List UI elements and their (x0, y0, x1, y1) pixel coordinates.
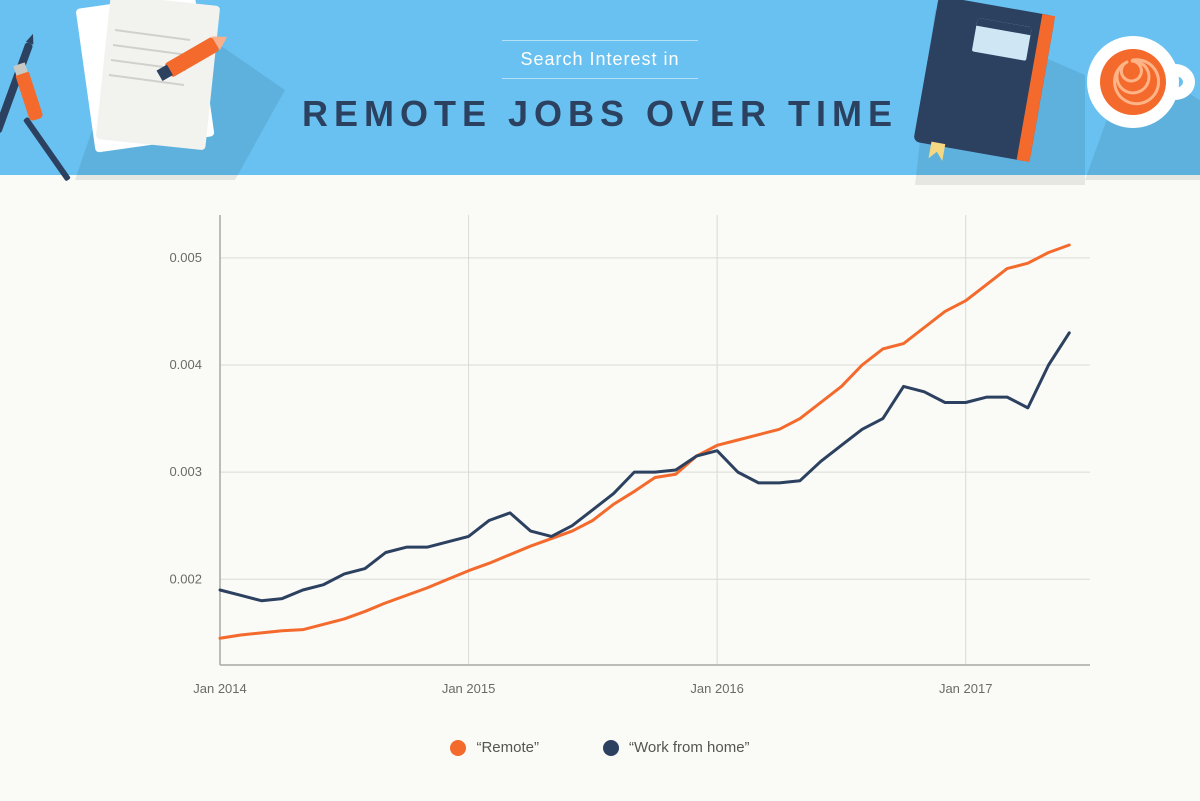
svg-text:0.002: 0.002 (169, 571, 202, 586)
svg-text:Jan 2016: Jan 2016 (690, 681, 744, 696)
svg-text:Jan 2014: Jan 2014 (193, 681, 247, 696)
line-chart: 0.002 0.003 0.004 0.005 Jan 2014 Jan 2015 Jan … (0, 175, 1200, 735)
header-subtitle: Search Interest in (502, 40, 697, 79)
svg-text:0.005: 0.005 (169, 250, 202, 265)
notebook-closed-decoration (905, 0, 1085, 185)
svg-text:0.004: 0.004 (169, 357, 202, 372)
svg-text:0.003: 0.003 (169, 464, 202, 479)
header-title: REMOTE JOBS OVER TIME (302, 93, 898, 135)
chart-area: 0.002 0.003 0.004 0.005 Jan 2014 Jan 2015 Jan … (0, 175, 1200, 801)
pens-decoration (0, 30, 90, 190)
header-banner: Search Interest in REMOTE JOBS OVER TIME (0, 0, 1200, 175)
svg-text:Jan 2015: Jan 2015 (442, 681, 496, 696)
legend-swatch (450, 740, 466, 756)
svg-text:Jan 2017: Jan 2017 (939, 681, 993, 696)
legend-label: “Remote” (476, 739, 539, 756)
legend-label: “Work from home” (629, 739, 750, 756)
coffee-cup-decoration (1075, 20, 1200, 180)
legend-item: “Remote” (450, 739, 539, 756)
legend-item: “Work from home” (603, 739, 750, 756)
legend-swatch (603, 740, 619, 756)
chart-legend: “Remote” “Work from home” (0, 739, 1200, 756)
